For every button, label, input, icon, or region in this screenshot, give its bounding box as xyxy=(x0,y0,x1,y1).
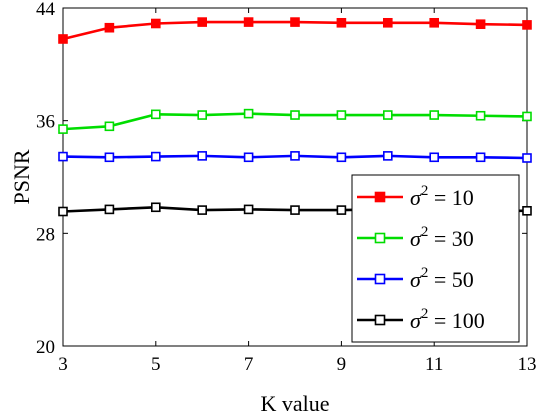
legend-item: σ2 = 10 xyxy=(357,183,474,210)
data-point xyxy=(475,152,486,163)
data-point xyxy=(336,110,347,120)
data-point xyxy=(243,17,254,27)
x-tick-label: 9 xyxy=(337,354,347,375)
legend-superscript: 2 xyxy=(421,306,429,322)
data-point xyxy=(336,17,347,28)
plot-border xyxy=(62,7,528,347)
data-point xyxy=(104,152,115,163)
legend-box xyxy=(351,174,520,343)
y-tick-label: 20 xyxy=(36,337,55,358)
data-point xyxy=(243,108,254,119)
data-point xyxy=(197,110,207,120)
y-tick-label: 44 xyxy=(36,0,56,20)
x-tick-label: 13 xyxy=(518,354,537,375)
legend-value: = 30 xyxy=(428,226,473,251)
series-1 xyxy=(58,108,532,134)
y-tick-label: 28 xyxy=(36,224,55,245)
data-point xyxy=(522,153,532,163)
legend-label: σ2 = 100 xyxy=(410,306,485,333)
plot-frame xyxy=(62,7,528,347)
data-point xyxy=(382,17,393,28)
data-point xyxy=(382,110,393,120)
data-point xyxy=(104,121,115,132)
data-point xyxy=(382,151,393,161)
data-point xyxy=(197,17,207,27)
legend-symbol: σ xyxy=(410,267,422,292)
x-tick-label: 3 xyxy=(58,354,68,375)
data-point xyxy=(151,18,161,29)
legend-value: = 100 xyxy=(428,308,484,333)
y-tick-label: 36 xyxy=(36,112,55,133)
data-point xyxy=(429,17,440,28)
data-point xyxy=(243,204,254,215)
series-0 xyxy=(58,17,532,44)
legend-label: σ2 = 10 xyxy=(410,183,474,210)
legend-superscript: 2 xyxy=(421,224,429,240)
data-point xyxy=(336,205,347,215)
x-axis-ticks: 3 5 7 9 11 13 xyxy=(58,8,537,375)
data-point xyxy=(336,152,347,163)
x-tick-label: 7 xyxy=(244,354,254,375)
data-point xyxy=(58,124,68,134)
data-point xyxy=(197,151,207,161)
legend-value: = 50 xyxy=(428,267,473,292)
legend-marker xyxy=(374,191,386,203)
series-layer xyxy=(58,17,532,217)
data-point xyxy=(151,151,161,162)
data-point xyxy=(475,19,486,29)
data-point xyxy=(522,206,532,216)
legend-item: σ2 = 30 xyxy=(357,224,474,251)
legend-marker xyxy=(374,314,386,326)
legend-marker xyxy=(374,273,386,285)
data-point xyxy=(429,110,440,120)
legend-superscript: 2 xyxy=(421,183,429,199)
data-point xyxy=(58,206,68,217)
legend-value: = 10 xyxy=(428,185,473,210)
legend-symbol: σ xyxy=(410,308,422,333)
y-axis-title: PSNR xyxy=(9,149,34,204)
data-point xyxy=(522,20,532,30)
data-point xyxy=(58,34,68,44)
data-point xyxy=(290,151,300,161)
data-point xyxy=(197,205,207,215)
data-point xyxy=(290,110,300,120)
legend-item: σ2 = 50 xyxy=(357,265,474,292)
data-point xyxy=(104,204,115,215)
x-axis-title: K value xyxy=(260,391,329,415)
data-point xyxy=(58,151,68,162)
data-point xyxy=(522,111,532,122)
data-point xyxy=(290,205,300,215)
data-point xyxy=(429,152,440,163)
x-tick-label: 11 xyxy=(425,354,443,375)
series-2 xyxy=(58,151,532,163)
legend-marker xyxy=(374,232,386,244)
legend-symbol: σ xyxy=(410,185,422,210)
data-point xyxy=(151,202,161,213)
legend-symbol: σ xyxy=(410,226,422,251)
data-point xyxy=(151,109,161,120)
y-axis-ticks: 20 28 36 44 xyxy=(36,0,527,358)
x-tick-label: 5 xyxy=(151,354,161,375)
legend-label: σ2 = 30 xyxy=(410,224,474,251)
legend-superscript: 2 xyxy=(421,265,429,281)
data-point xyxy=(475,110,486,121)
legend-item: σ2 = 100 xyxy=(357,306,485,333)
legend-label: σ2 = 50 xyxy=(410,265,474,292)
data-point xyxy=(104,22,115,33)
data-point xyxy=(290,17,300,27)
data-point xyxy=(243,152,254,163)
